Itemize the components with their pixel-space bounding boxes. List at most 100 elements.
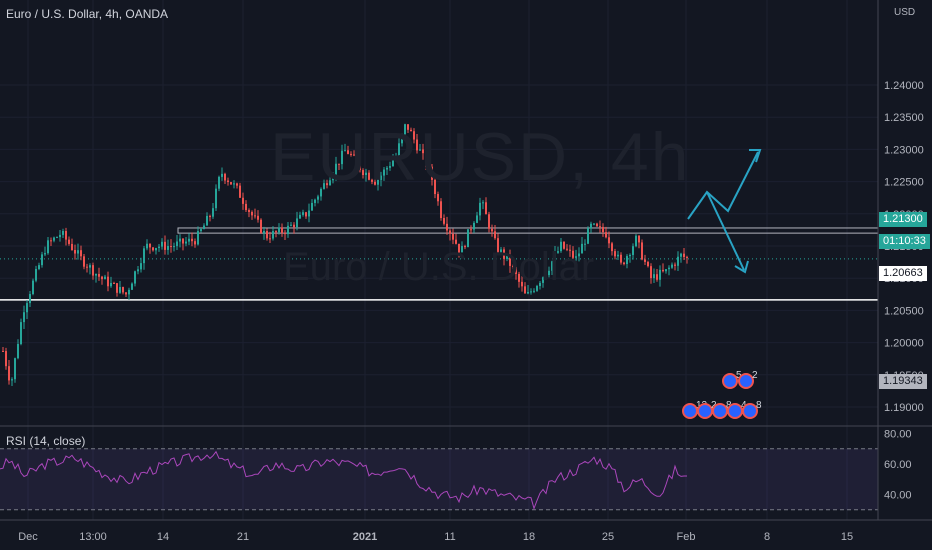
rsi-legend[interactable]: RSI (14, close) <box>6 434 86 448</box>
candle-body <box>476 215 478 223</box>
candle-body <box>173 246 175 248</box>
candle-body <box>629 254 631 257</box>
candle-body <box>617 254 619 257</box>
candle-body <box>503 249 505 259</box>
candle-body <box>119 287 121 293</box>
candle-body <box>548 270 550 276</box>
candle-body <box>92 265 94 276</box>
time-tick-label: 11 <box>444 531 455 543</box>
candle-body <box>527 291 529 294</box>
candle-body <box>641 242 643 260</box>
time-tick-label: 21 <box>237 531 249 543</box>
candle-body <box>326 183 328 186</box>
candle-body <box>602 226 604 233</box>
candle-body <box>11 379 13 381</box>
candle-body <box>464 246 466 248</box>
candle-body <box>113 282 115 284</box>
candle-body <box>320 188 322 197</box>
candle-body <box>134 271 136 284</box>
time-tick-label: 25 <box>602 531 614 543</box>
event-badge-count: 2 <box>711 400 717 411</box>
candle-body <box>455 239 457 244</box>
candle-body <box>626 256 628 265</box>
rsi-tick-label: 40.00 <box>884 490 912 502</box>
candle-body <box>44 253 46 255</box>
candle-body <box>59 234 61 238</box>
candle-body <box>164 241 166 250</box>
candle-body <box>62 231 64 235</box>
candle-body <box>524 286 526 294</box>
event-badge-icon <box>712 403 728 419</box>
candle-body <box>239 185 241 198</box>
currency-label[interactable]: USD <box>894 7 916 18</box>
price-tick-label: 1.20500 <box>884 305 924 317</box>
candle-body <box>143 248 145 264</box>
arrow-head-up <box>749 149 762 163</box>
candle-body <box>638 235 640 243</box>
candle-body <box>452 233 454 240</box>
candle-body <box>566 248 568 250</box>
candle-body <box>254 215 256 217</box>
candle-body <box>89 265 91 268</box>
candle-body <box>14 358 16 380</box>
price-tick-label: 1.23000 <box>884 144 924 156</box>
candle-body <box>338 163 340 165</box>
candle-body <box>635 235 637 247</box>
candle-body <box>410 129 412 132</box>
candle-body <box>17 343 19 359</box>
candle-body <box>557 251 559 253</box>
candle-body <box>176 241 178 247</box>
candle-body <box>251 211 253 216</box>
candle-body <box>449 230 451 234</box>
candle-body <box>419 149 421 151</box>
candle-body <box>248 210 250 212</box>
candle-body <box>500 249 502 252</box>
candle-body <box>74 250 76 254</box>
candle-body <box>542 277 544 283</box>
candle-body <box>350 153 352 155</box>
candle-body <box>395 155 397 161</box>
candle-body <box>533 290 535 292</box>
symbol-watermark: EURUSD, 4h <box>270 119 691 195</box>
candle-body <box>563 241 565 249</box>
candle-body <box>614 251 616 257</box>
candle-body <box>185 241 187 244</box>
candle-body <box>101 276 103 280</box>
candle-body <box>86 266 88 268</box>
candle-body <box>671 264 673 268</box>
chart-title[interactable]: Euro / U.S. Dollar, 4h, OANDA <box>6 7 169 21</box>
candle-body <box>632 246 634 255</box>
candle-body <box>41 254 43 266</box>
candle-body <box>158 246 160 249</box>
candle-body <box>293 224 295 228</box>
candle-body <box>425 153 427 168</box>
candle-body <box>587 228 589 244</box>
candle-body <box>227 180 229 183</box>
event-badge-count: 4 <box>741 400 747 411</box>
candle-body <box>179 238 181 242</box>
candle-body <box>413 131 415 140</box>
candle-body <box>314 199 316 203</box>
time-tick-label: 14 <box>157 531 169 543</box>
candle-body <box>578 253 580 257</box>
candle-body <box>392 160 394 167</box>
candle-body <box>590 223 592 229</box>
candle-body <box>545 275 547 278</box>
time-tick-label: 2021 <box>353 531 377 543</box>
candle-body <box>386 167 388 170</box>
candle-body <box>398 143 400 156</box>
candle-body <box>230 182 232 185</box>
candle-body <box>485 202 487 215</box>
candle-body <box>194 241 196 245</box>
candle-body <box>437 194 439 202</box>
candle-body <box>5 351 7 367</box>
candle-body <box>281 227 283 233</box>
candle-body <box>605 232 607 238</box>
candle-body <box>596 223 598 227</box>
candle-body <box>200 229 202 232</box>
candle-body <box>335 163 337 175</box>
candle-body <box>323 183 325 189</box>
candle-body <box>110 282 112 287</box>
